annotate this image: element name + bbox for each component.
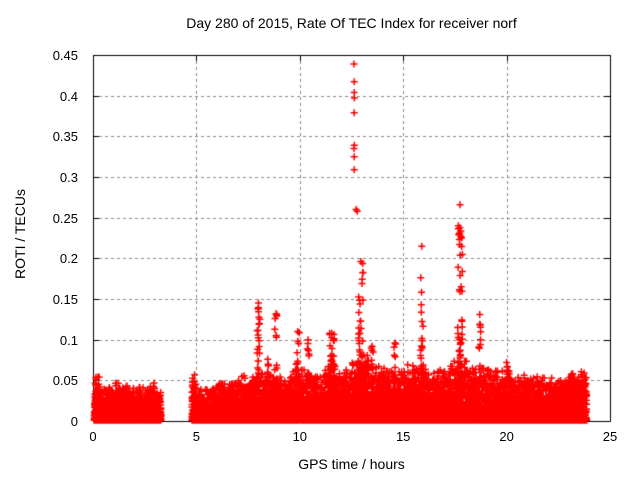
y-tick-label-0.05: 0.05 [52,373,78,389]
y-tick-label-0.45: 0.45 [52,48,78,63]
y-axis-label: ROTI / TECUs [12,189,28,279]
y-tick-label-0.15: 0.15 [52,292,78,307]
x-tick-label-25: 25 [602,429,618,444]
x-axis-label: GPS time / hours [298,456,405,472]
x-tick-label-10: 10 [292,429,308,444]
chart-title: Day 280 of 2015, Rate Of TEC Index for r… [186,15,517,31]
y-tick-label-0.25: 0.25 [52,210,78,226]
y-tick-label-0.2: 0.2 [59,251,78,267]
x-tick-label-15: 15 [395,429,411,444]
x-tick-label-5: 5 [192,429,200,444]
y-tick-label-0: 0 [70,414,78,429]
y-tick-label-0.1: 0.1 [59,332,78,348]
x-tick-label-20: 20 [499,429,514,444]
y-tick-label-0.3: 0.3 [59,170,78,185]
y-tick-label-0.4: 0.4 [59,88,78,104]
y-tick-label-0.35: 0.35 [52,129,78,145]
x-tick-label-0: 0 [89,429,97,444]
